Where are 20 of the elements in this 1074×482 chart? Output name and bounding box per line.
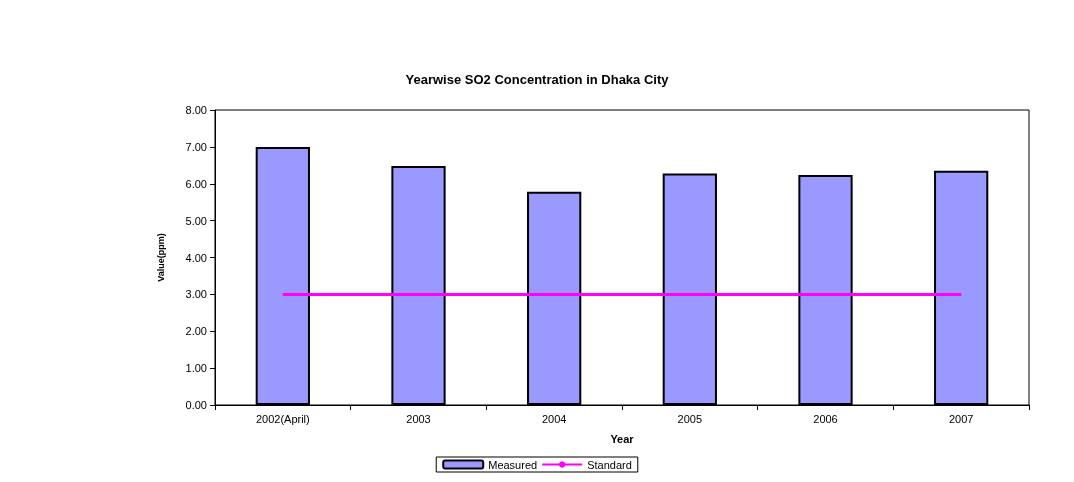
y-tick-label: 8.00 (185, 104, 207, 116)
chart-title: Yearwise SO2 Concentration in Dhaka City (405, 72, 670, 87)
y-tick-label: 0.00 (185, 399, 207, 411)
x-axis-title: Year (610, 432, 635, 445)
legend-label: Standard (587, 458, 632, 471)
legend-label: Measured (488, 458, 538, 471)
x-tick-label: 2002(April) (255, 412, 310, 425)
x-tick-label: 2004 (541, 412, 567, 425)
x-tick-label: 2006 (813, 412, 838, 425)
y-tick-label: 6.00 (185, 177, 207, 190)
y-tick-label: 7.00 (185, 140, 207, 153)
y-axis-title: Value(ppm) (155, 233, 166, 282)
y-tick-label: 3.00 (185, 288, 207, 301)
y-tick-label: 4.00 (185, 251, 207, 264)
x-tick-label: 2007 (948, 412, 974, 425)
y-tick-label: 5.00 (185, 214, 207, 227)
x-tick-label: 2003 (406, 412, 431, 425)
y-tick-label: 2.00 (185, 325, 207, 338)
y-tick-label: 1.00 (185, 362, 207, 375)
x-tick-label: 2005 (677, 412, 703, 425)
